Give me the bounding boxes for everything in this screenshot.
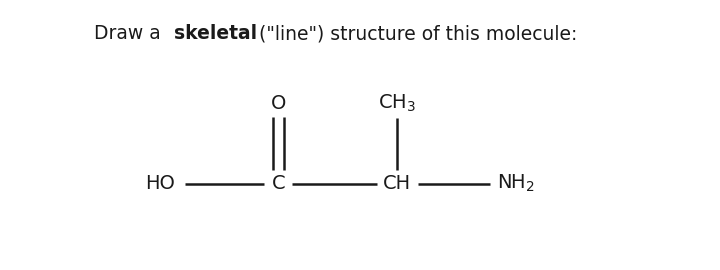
Text: C: C (271, 174, 285, 193)
Text: CH: CH (383, 174, 411, 193)
Text: skeletal: skeletal (174, 24, 257, 43)
Text: ("line") structure of this molecule:: ("line") structure of this molecule: (253, 24, 578, 43)
Text: NH$_2$: NH$_2$ (497, 173, 534, 194)
Text: Draw a: Draw a (94, 24, 166, 43)
Text: HO: HO (145, 174, 175, 193)
Text: O: O (271, 94, 286, 113)
Text: CH$_3$: CH$_3$ (378, 93, 416, 114)
